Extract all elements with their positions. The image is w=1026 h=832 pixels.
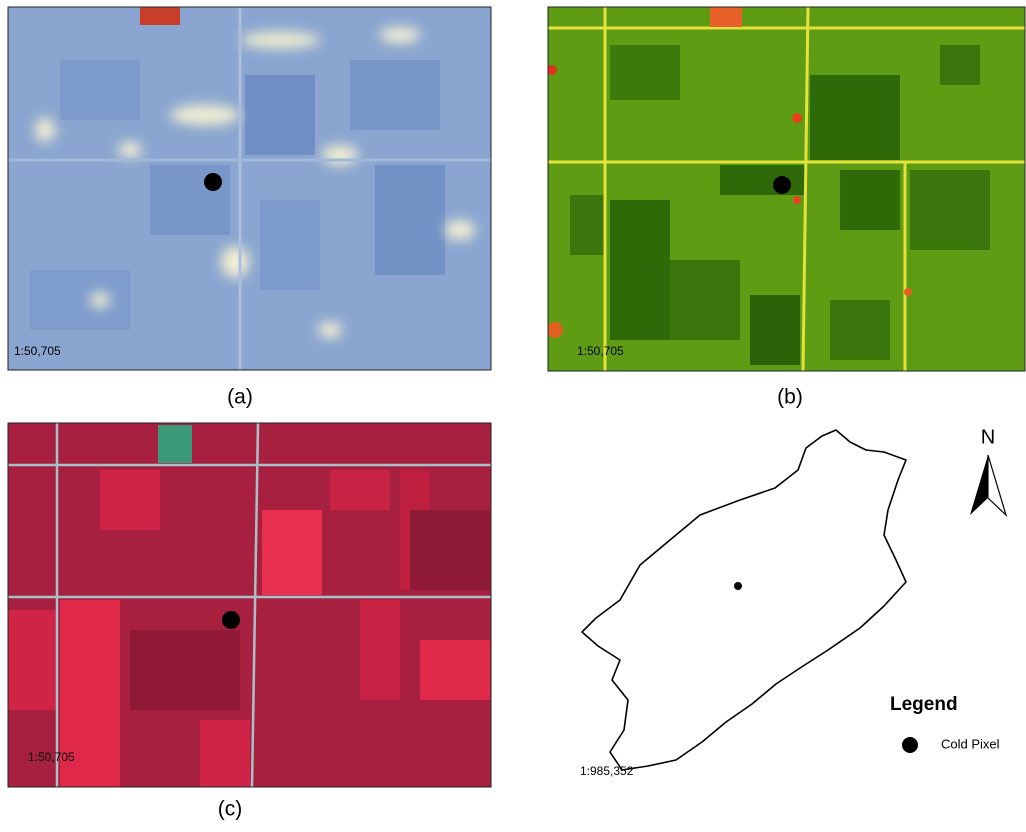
scale-text: 1:50,705 bbox=[14, 344, 61, 358]
page: {"panels":[{"label":"(a)","scale":"1:50,… bbox=[0, 0, 1026, 832]
scale-text: 1:50,705 bbox=[577, 344, 624, 358]
cold-pixel bbox=[222, 611, 240, 629]
north-arrow bbox=[988, 455, 1006, 515]
north-arrow bbox=[970, 455, 988, 515]
legend-title: Legend bbox=[890, 694, 958, 715]
watershed-outline bbox=[582, 430, 906, 770]
panel-label: (a) bbox=[227, 386, 253, 409]
cold-pixel bbox=[204, 173, 222, 191]
scale-text: 1:50,705 bbox=[28, 750, 75, 764]
panel-label: (b) bbox=[777, 386, 803, 409]
north-label: N bbox=[981, 426, 995, 448]
scale-text: 1:985,352 bbox=[580, 764, 634, 778]
cold-pixel bbox=[734, 582, 742, 590]
panel-label: (c) bbox=[218, 798, 243, 821]
legend-item: Cold Pixel bbox=[941, 736, 1000, 751]
cold-pixel bbox=[773, 176, 791, 194]
legend-symbol bbox=[902, 737, 918, 753]
panel-c-image bbox=[8, 423, 491, 787]
figure: 1:50,705 (a) 1:50,705 (b) bbox=[0, 0, 1026, 827]
panel-a-image bbox=[8, 7, 491, 370]
